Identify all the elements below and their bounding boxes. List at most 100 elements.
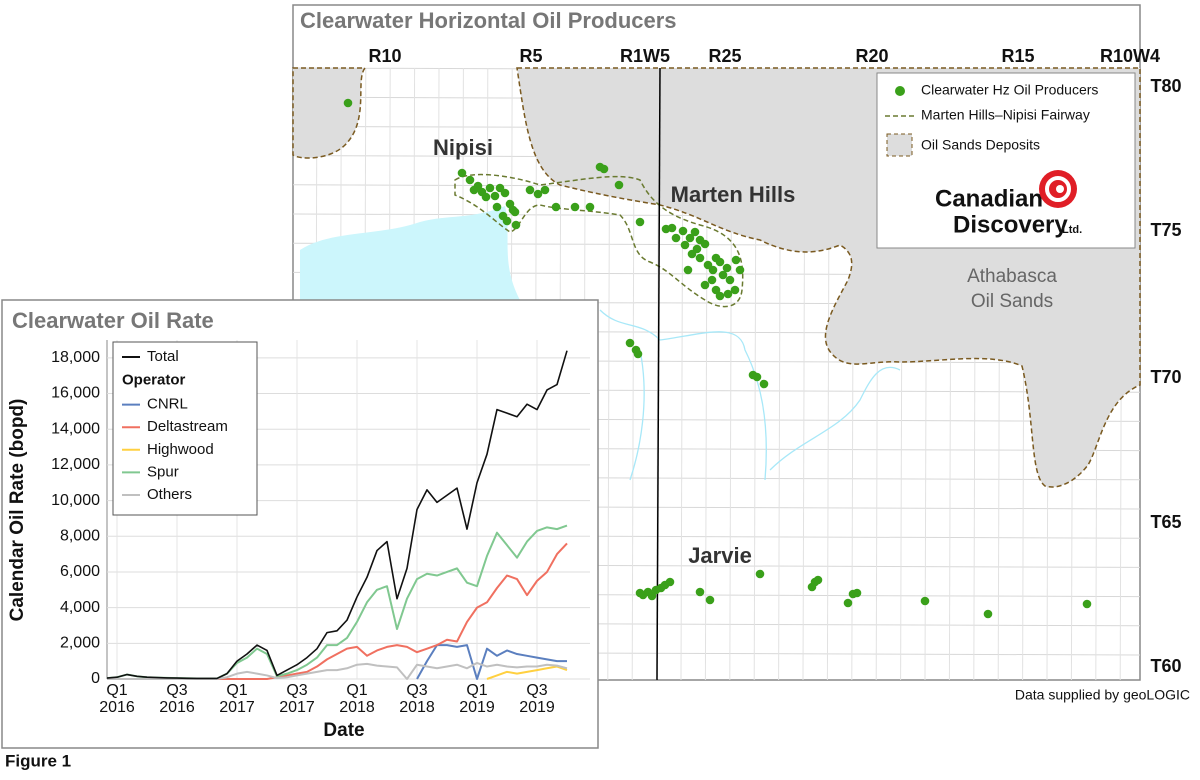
well — [585, 202, 595, 212]
well — [722, 263, 732, 273]
range-label: R15 — [1001, 46, 1034, 66]
range-label: R5 — [519, 46, 542, 66]
x-tick-label: Q3 2016 — [159, 682, 195, 716]
map-title: Clearwater Horizontal Oil Producers — [300, 8, 677, 33]
well — [533, 189, 543, 199]
well — [708, 265, 718, 275]
series-line — [106, 350, 568, 680]
well — [852, 588, 862, 598]
well — [511, 220, 521, 230]
x-tick-label: Q3 2019 — [519, 682, 555, 716]
township-label: T60 — [1150, 656, 1181, 676]
chart-title: Clearwater Oil Rate — [12, 308, 214, 333]
logo-mark — [1056, 185, 1064, 193]
map-legend: Clearwater Hz Oil Producers Marten Hills… — [876, 72, 1136, 249]
legend-symbol — [886, 133, 913, 157]
credit: Data supplied by geoLOGIC — [1015, 687, 1190, 703]
township-label: T70 — [1150, 367, 1181, 387]
well — [599, 164, 609, 174]
series-line — [416, 644, 567, 680]
range-label: R10 — [368, 46, 401, 66]
well — [705, 595, 715, 605]
well — [700, 280, 710, 290]
logo-text: Canadian — [935, 185, 1043, 212]
well — [635, 217, 645, 227]
well — [725, 275, 735, 285]
well — [502, 216, 512, 226]
well — [525, 185, 535, 195]
place-label: Nipisi — [433, 135, 493, 160]
well — [667, 223, 677, 233]
well — [614, 180, 624, 190]
well — [685, 233, 695, 243]
y-tick-label: 12,000 — [51, 456, 100, 473]
legend-label: Spur — [147, 463, 179, 480]
lake — [300, 206, 520, 300]
well — [481, 192, 491, 202]
x-tick-label: Q1 2017 — [219, 682, 255, 716]
region-label: Oil Sands — [971, 291, 1053, 312]
well — [723, 289, 733, 299]
series-line — [486, 665, 568, 680]
township-label: T65 — [1150, 512, 1181, 532]
legend-label: Marten Hills–Nipisi Fairway — [921, 107, 1090, 123]
oil-sands-area — [292, 67, 367, 159]
well — [465, 175, 475, 185]
place-label: Marten Hills — [671, 182, 796, 207]
y-tick-label: 6,000 — [60, 563, 100, 580]
range-label: R10W4 — [1100, 46, 1160, 66]
logo-text: Discovery — [953, 211, 1068, 238]
well — [343, 98, 353, 108]
range-label: R20 — [855, 46, 888, 66]
range-label: R25 — [708, 46, 741, 66]
well — [718, 270, 728, 280]
well — [625, 338, 635, 348]
legend-label: Total — [147, 348, 179, 365]
well — [730, 285, 740, 295]
rivers — [599, 309, 901, 481]
well — [715, 291, 725, 301]
logo-mark — [1045, 176, 1071, 202]
well — [752, 372, 762, 382]
well — [731, 255, 741, 265]
x-tick-label: Q3 2017 — [279, 682, 315, 716]
well — [983, 609, 993, 619]
legend-title: Operator — [122, 372, 186, 389]
meridian — [656, 67, 661, 681]
y-tick-label: 0 — [91, 670, 100, 687]
well — [707, 275, 717, 285]
well — [755, 569, 765, 579]
x-tick-label: Q1 2018 — [339, 682, 375, 716]
y-tick-label: 8,000 — [60, 527, 100, 544]
legend-label: Highwood — [147, 441, 214, 458]
y-tick-label: 4,000 — [60, 599, 100, 616]
x-tick-label: Q3 2018 — [399, 682, 435, 716]
well — [692, 244, 702, 254]
legend-label: Clearwater Hz Oil Producers — [921, 82, 1098, 98]
x-axis-label: Date — [323, 720, 364, 741]
well — [678, 226, 688, 236]
well — [492, 202, 502, 212]
x-tick-label: Q1 2016 — [99, 682, 135, 716]
legend-label: Deltastream — [147, 418, 228, 435]
y-axis-label: Calendar Oil Rate (bopd) — [7, 399, 28, 622]
well — [469, 185, 479, 195]
y-tick-label: 10,000 — [51, 492, 100, 509]
well — [485, 183, 495, 193]
well — [920, 596, 930, 606]
well — [695, 587, 705, 597]
well — [683, 265, 693, 275]
well — [570, 202, 580, 212]
township-label: T80 — [1150, 76, 1181, 96]
y-tick-label: 16,000 — [51, 385, 100, 402]
well — [843, 598, 853, 608]
well — [510, 207, 520, 217]
region-label: Athabasca — [967, 266, 1057, 287]
well — [690, 227, 700, 237]
x-tick-label: Q1 2019 — [459, 682, 495, 716]
well — [457, 168, 467, 178]
well — [551, 202, 561, 212]
plot: 0 2,000 4,000 6,000 8,000 10,000 12,000 14,000 1… — [51, 340, 590, 687]
